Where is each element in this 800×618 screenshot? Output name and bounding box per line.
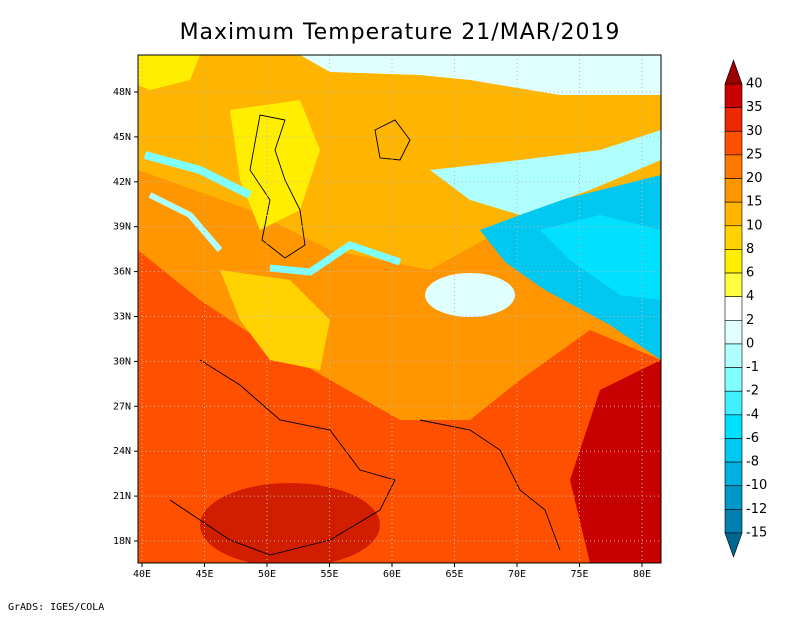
lon-label: 55E xyxy=(320,569,338,580)
map-frame xyxy=(137,54,662,564)
colorbar-label: -4 xyxy=(746,407,759,422)
colorbar-box xyxy=(724,509,743,534)
colorbar-box xyxy=(724,320,743,345)
colorbar-box xyxy=(724,130,743,156)
colorbar-label: 15 xyxy=(746,195,763,210)
lat-label: 24N xyxy=(113,446,131,457)
colorbar-box xyxy=(724,485,743,510)
colorbar-label: 8 xyxy=(746,242,754,257)
colorbar-label: 20 xyxy=(746,171,763,186)
colorbar-label: 40 xyxy=(746,77,763,92)
colorbar-box xyxy=(724,272,743,297)
colorbar-label: -10 xyxy=(746,478,767,493)
temperature-field xyxy=(138,55,661,563)
lat-label: 36N xyxy=(113,267,131,278)
colorbar-box xyxy=(724,154,743,179)
title: Maximum Temperature 21/MAR/2019 xyxy=(180,20,621,45)
colorbar-box xyxy=(724,178,743,203)
lat-label: 27N xyxy=(113,401,131,412)
colorbar-label: 25 xyxy=(746,147,763,162)
lon-label: 70E xyxy=(508,569,526,580)
colorbar-label: -6 xyxy=(746,431,759,446)
colorbar-cap xyxy=(724,532,743,558)
colorbar-box xyxy=(724,367,743,392)
colorbar-label: 0 xyxy=(746,336,754,351)
lon-label: 80E xyxy=(633,569,651,580)
colorbar-box xyxy=(724,343,743,368)
colorbar-box xyxy=(724,225,743,250)
colorbar-box xyxy=(724,201,743,227)
colorbar-box xyxy=(724,249,743,274)
lat-label: 42N xyxy=(113,177,131,188)
colorbar-box xyxy=(724,83,743,108)
lat-label: 48N xyxy=(113,87,131,98)
colorbar-label: -8 xyxy=(746,455,759,470)
lat-label: 33N xyxy=(113,312,131,323)
colorbar-label: 2 xyxy=(746,313,754,328)
colorbar-box xyxy=(724,390,743,416)
lat-label: 30N xyxy=(113,356,131,367)
colorbar-label: -2 xyxy=(746,384,759,399)
colorbar-box xyxy=(724,438,743,463)
colorbar-box xyxy=(724,296,743,321)
lon-label: 65E xyxy=(445,569,463,580)
colorbar-label: -15 xyxy=(746,526,767,541)
colorbar-box xyxy=(724,107,743,132)
graticule xyxy=(134,55,661,567)
colorbar-label: 10 xyxy=(746,218,763,233)
colorbar-label: 4 xyxy=(746,289,754,304)
colorbar-box xyxy=(724,461,743,487)
colorbar-label: -1 xyxy=(746,360,759,375)
colorbar-label: 30 xyxy=(746,124,763,139)
lat-label: 39N xyxy=(113,222,131,233)
colorbar-cap xyxy=(724,59,743,85)
lon-label: 50E xyxy=(258,569,276,580)
colorbar-label: -12 xyxy=(746,502,767,517)
lon-label: 75E xyxy=(570,569,588,580)
lon-label: 40E xyxy=(133,569,151,580)
lon-label: 45E xyxy=(195,569,213,580)
colorbar-box xyxy=(724,414,743,439)
colorbar-label: 35 xyxy=(746,100,763,115)
lat-label: 18N xyxy=(113,536,131,547)
lat-label: 45N xyxy=(113,132,131,143)
colorbar-label: 6 xyxy=(746,266,754,281)
lon-label: 60E xyxy=(383,569,401,580)
credit: GrADS: IGES/COLA xyxy=(8,602,104,613)
lat-label: 21N xyxy=(113,491,131,502)
